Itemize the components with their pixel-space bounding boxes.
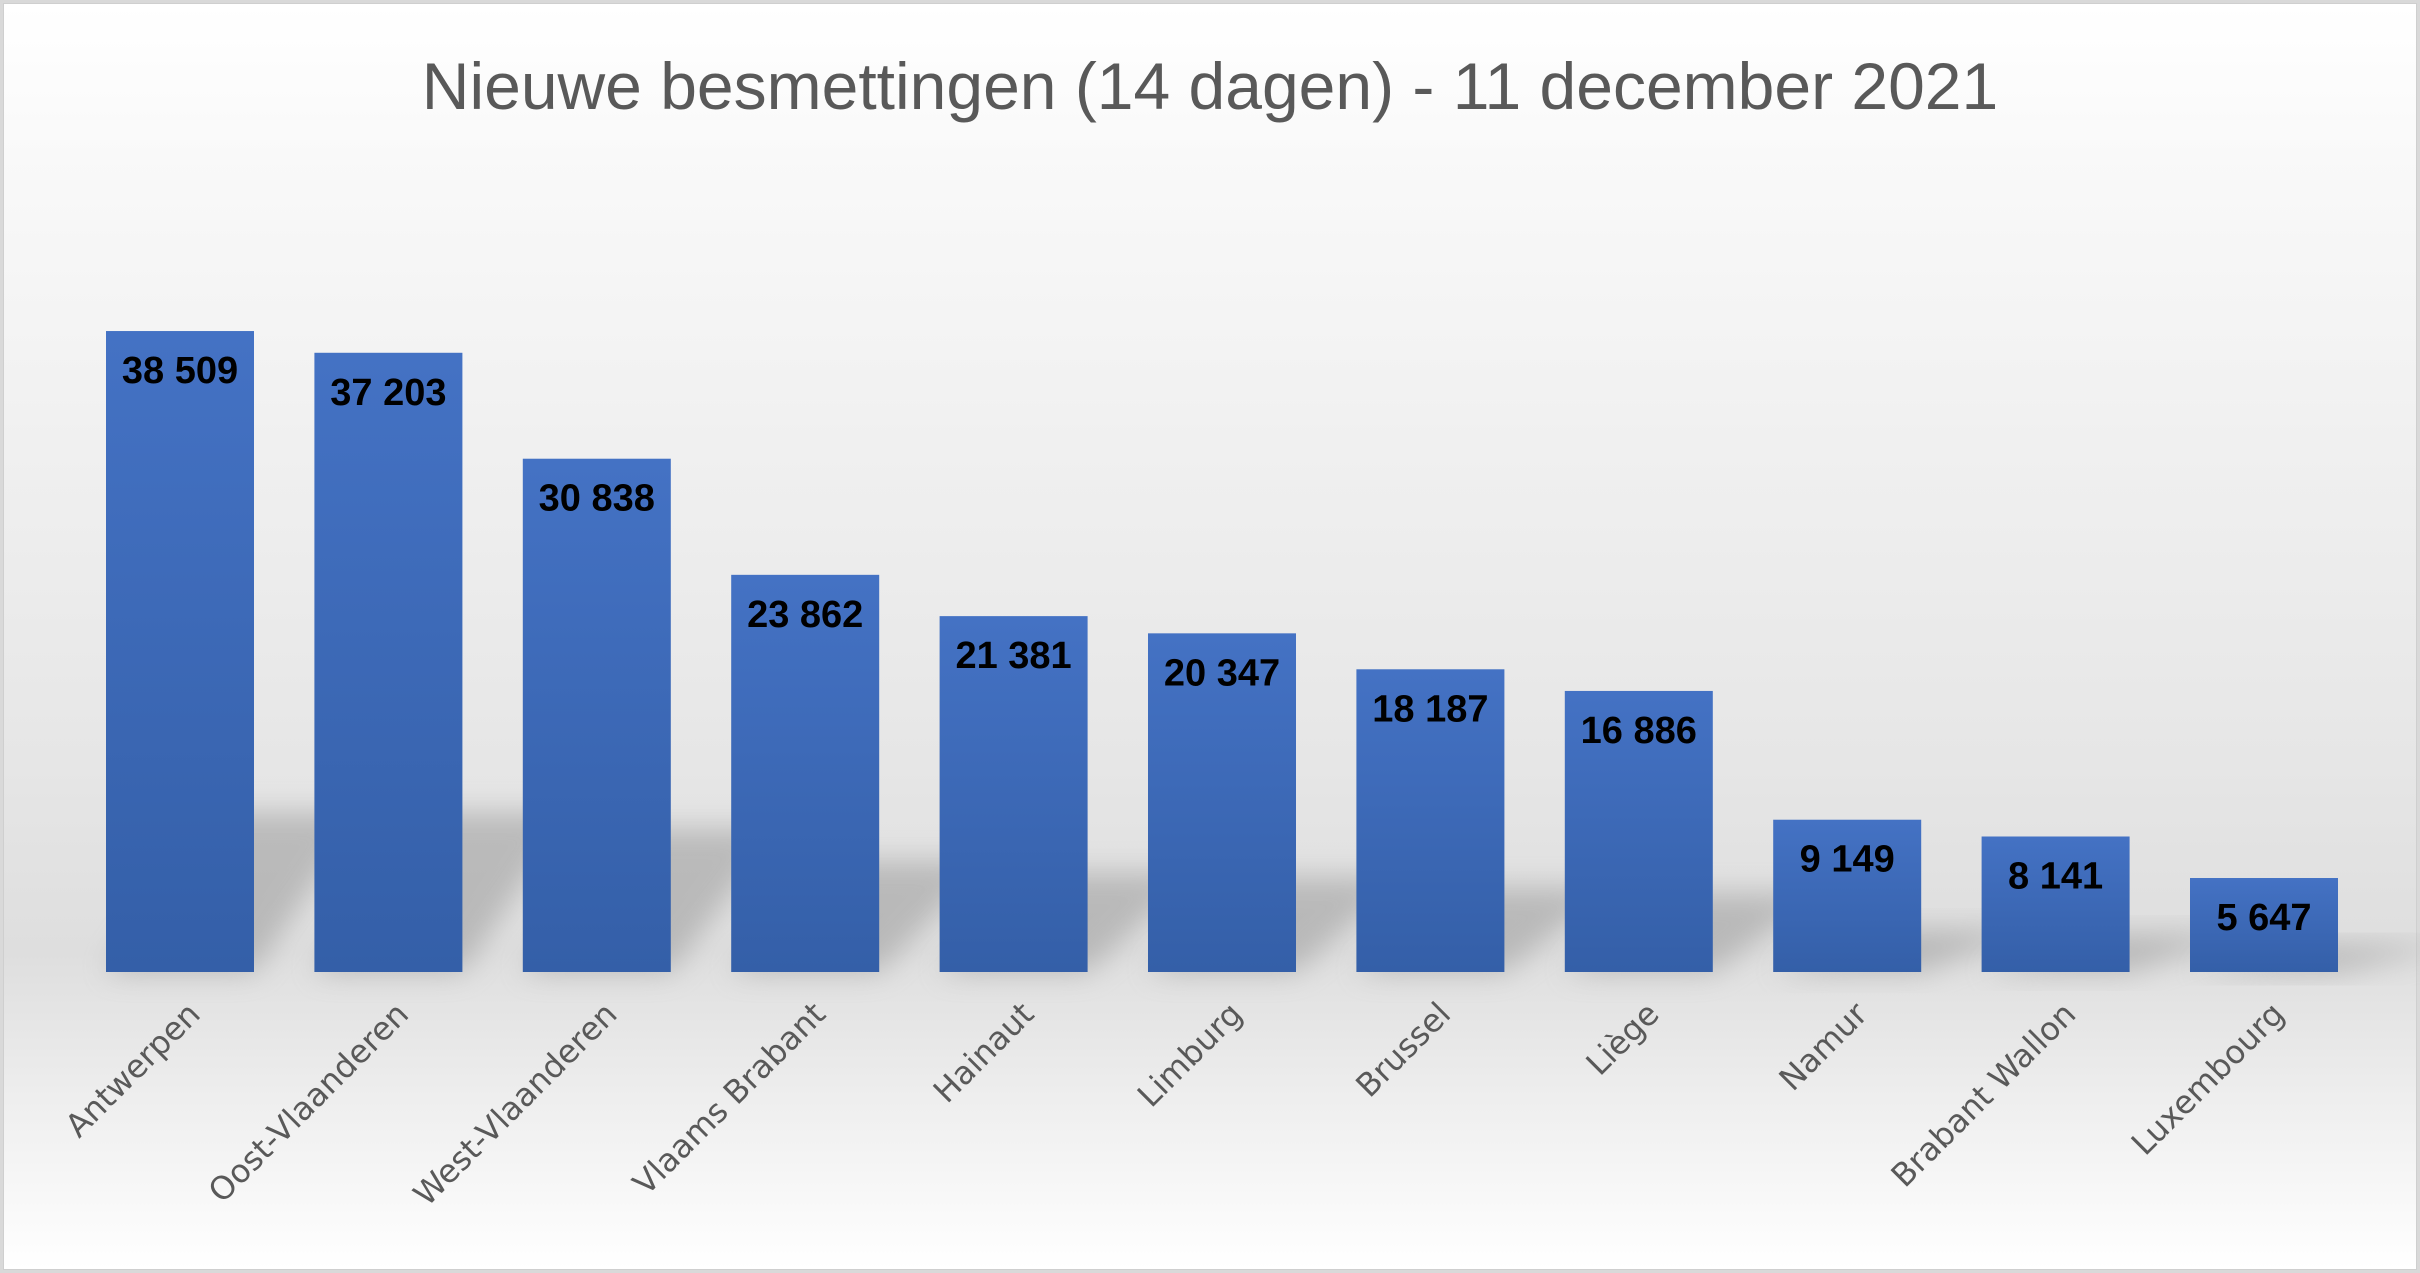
data-labels: 38 509 37 203 30 838 23 862 21 381 20 347 18 1… (122, 350, 2312, 939)
bar-oost-vlaanderen (314, 352, 463, 972)
x-tick-label: West-Vlaanderen (406, 995, 625, 1214)
x-tick-label: Luxembourg (2124, 995, 2292, 1163)
data-label: 9 149 (1800, 839, 1895, 881)
bar-brussel (1356, 669, 1505, 972)
bar-brabant-wallon (1981, 836, 2130, 972)
data-label: 23 862 (747, 594, 863, 636)
data-label: 8 141 (2008, 855, 2103, 897)
data-label: 37 203 (330, 372, 446, 414)
x-tick-label: Hainaut (926, 995, 1041, 1110)
x-tick-label: Liège (1578, 995, 1666, 1083)
x-tick-label: Vlaams Brabant (625, 995, 833, 1203)
x-tick-label: Limburg (1130, 995, 1250, 1115)
bar-west-vlaanderen (522, 458, 671, 972)
chart-title: Nieuwe besmettingen (14 dagen) - 11 dece… (421, 49, 1999, 123)
x-tick-label: Namur (1772, 994, 1876, 1098)
x-tick-label: Brussel (1348, 995, 1458, 1105)
x-tick-label: Antwerpen (58, 995, 208, 1145)
bar-vlaams-brabant (731, 574, 880, 972)
data-label: 30 838 (539, 478, 655, 520)
bar-namur (1773, 819, 1922, 972)
data-label: 5 647 (2216, 897, 2311, 939)
x-tick-label: Oost-Vlaanderen (201, 995, 416, 1210)
data-label: 21 381 (955, 635, 1071, 677)
data-label: 16 886 (1581, 710, 1697, 752)
data-label: 38 509 (122, 350, 238, 392)
bar-hainaut (939, 616, 1088, 972)
bars (106, 331, 2338, 973)
data-label: 18 187 (1372, 688, 1488, 730)
data-label: 20 347 (1164, 652, 1280, 694)
x-tick-label: Brabant Wallon (1884, 995, 2084, 1195)
bar-limburg (1148, 633, 1296, 972)
bar-luxembourg (2190, 878, 2338, 972)
bar-antwerpen (106, 331, 254, 973)
bar-li-ge (1564, 690, 1713, 972)
